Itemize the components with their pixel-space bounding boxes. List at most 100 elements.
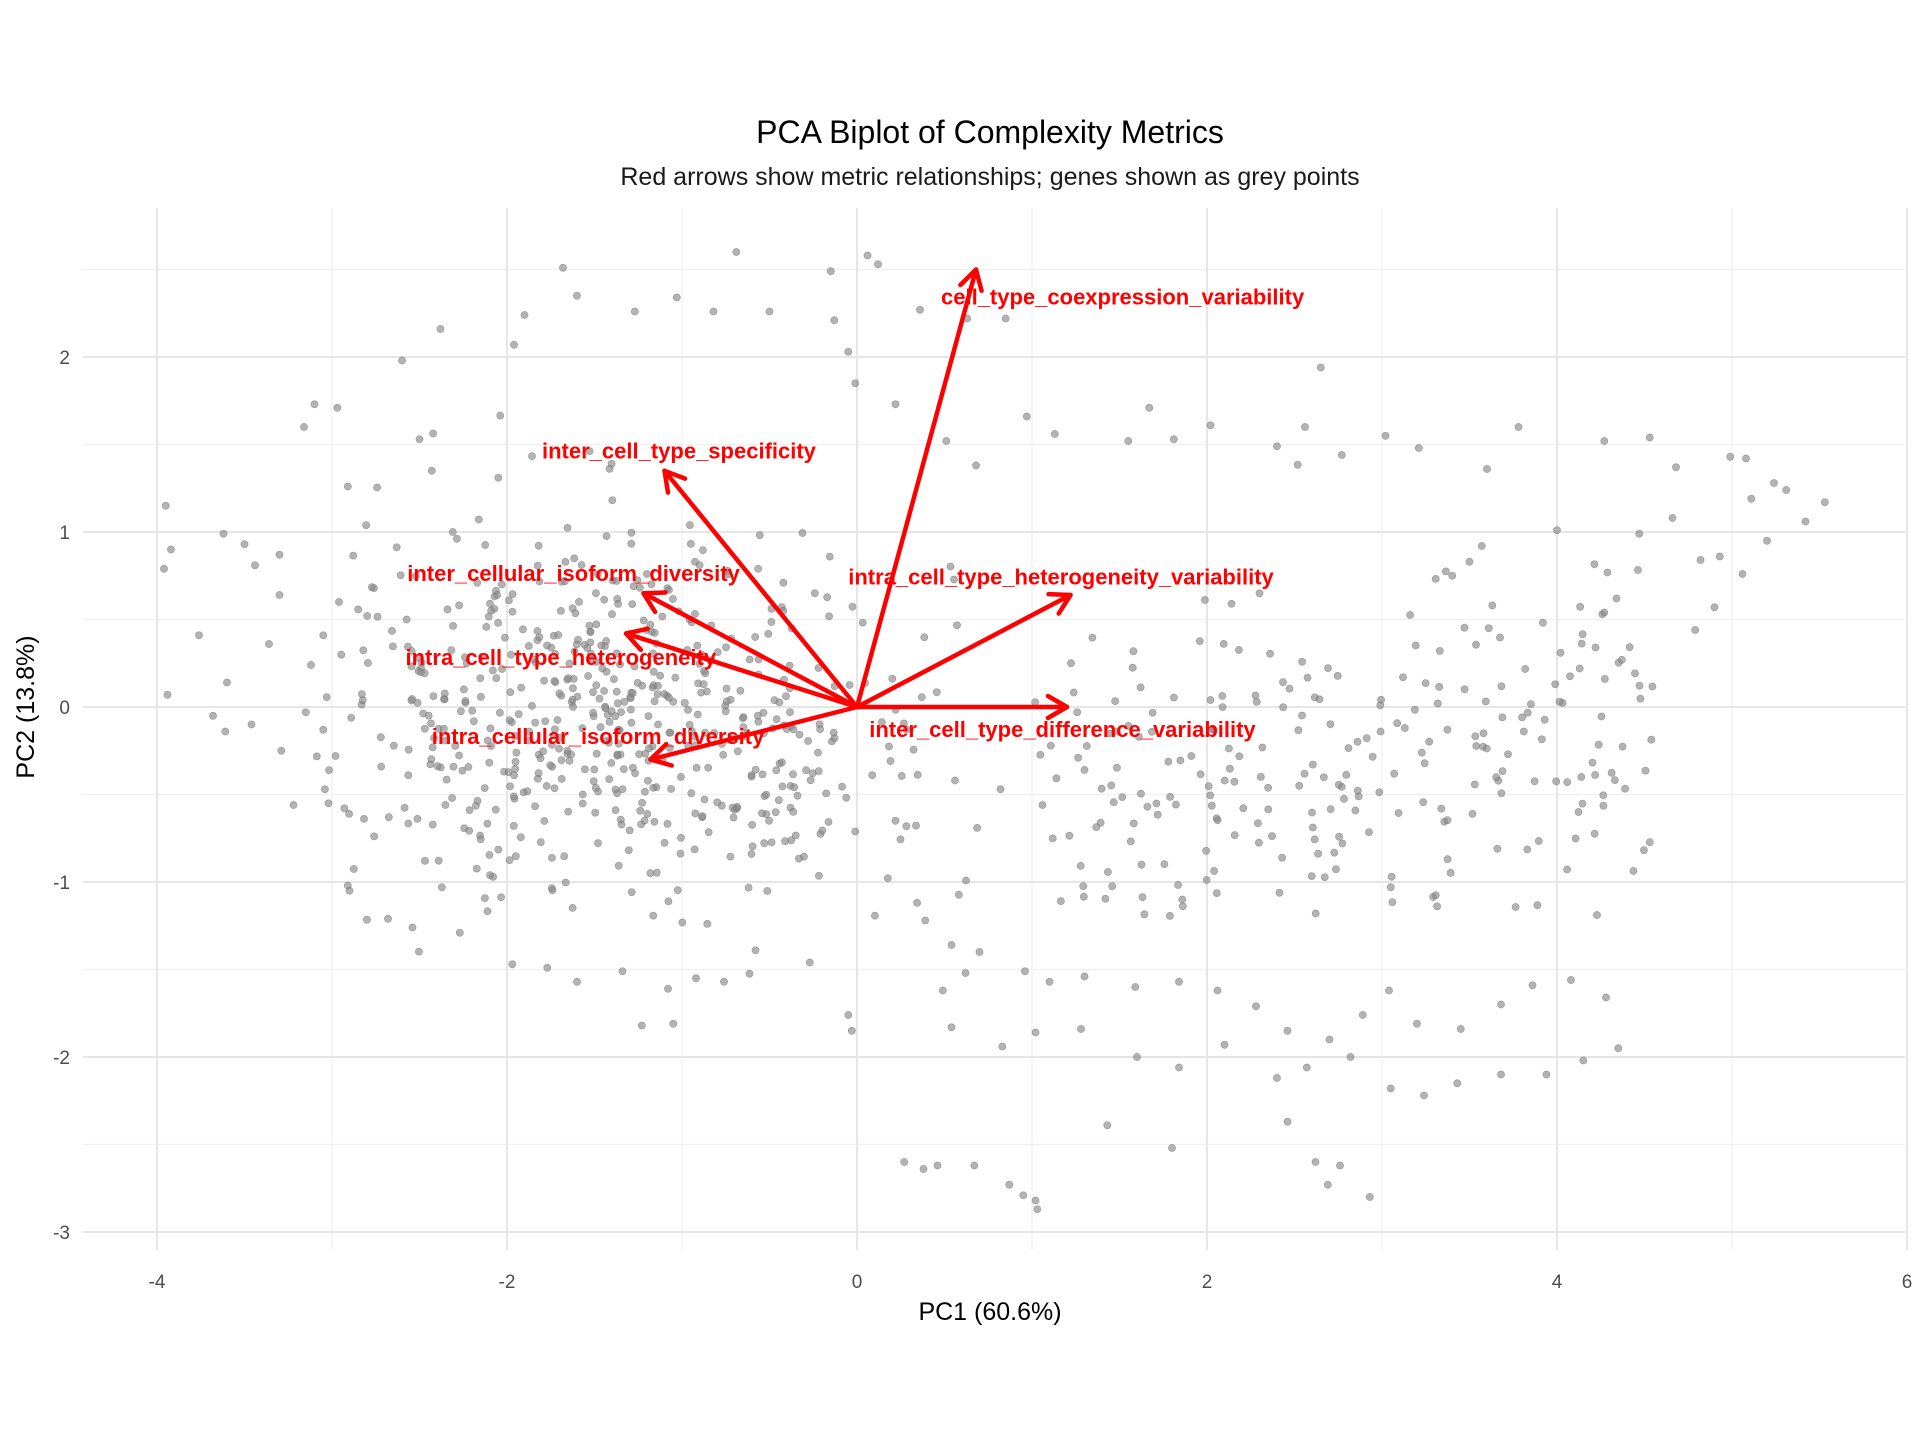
- gene-point: [496, 411, 505, 420]
- gene-point: [548, 854, 556, 862]
- gene-point: [868, 771, 877, 779]
- gene-point: [1446, 869, 1455, 877]
- gene-point: [851, 827, 860, 836]
- gene-point: [635, 750, 643, 759]
- gene-point: [494, 619, 502, 627]
- loading-label: cell_type_coexpression_variability: [941, 285, 1305, 310]
- gene-point: [763, 887, 772, 895]
- gene-point: [1256, 773, 1265, 781]
- gene-point: [1602, 993, 1610, 1002]
- gene-point: [919, 1165, 928, 1173]
- gene-point: [1176, 756, 1185, 765]
- gene-point: [337, 650, 346, 659]
- gene-point: [461, 697, 470, 705]
- gene-point: [333, 403, 342, 412]
- gene-point: [672, 293, 681, 302]
- gene-point: [733, 747, 742, 756]
- gene-point: [1376, 727, 1385, 736]
- gene-point: [1433, 902, 1441, 911]
- gene-point: [589, 688, 597, 697]
- gene-point: [1124, 722, 1133, 730]
- gene-point: [1230, 777, 1239, 786]
- gene-point: [569, 684, 577, 693]
- gene-point: [1300, 769, 1309, 778]
- gene-point: [1285, 684, 1294, 693]
- loading-arrow: [854, 267, 984, 710]
- gene-point: [1710, 603, 1719, 612]
- gene-point: [1556, 648, 1565, 657]
- gene-point: [1325, 1035, 1334, 1044]
- gene-point: [830, 316, 839, 325]
- gene-point: [1088, 633, 1097, 642]
- gene-point: [1337, 451, 1346, 459]
- gene-point: [605, 718, 614, 726]
- gene-point: [167, 545, 175, 554]
- gene-point: [1514, 423, 1523, 431]
- gene-point: [442, 775, 451, 784]
- gene-point: [511, 764, 520, 773]
- gene-point: [1302, 1063, 1311, 1072]
- gene-point: [1195, 637, 1204, 645]
- gene-point: [1421, 679, 1430, 687]
- gene-point: [596, 723, 605, 732]
- gene-point: [473, 578, 482, 587]
- gene-point: [1621, 784, 1629, 793]
- gene-point: [1588, 758, 1597, 767]
- gene-point: [646, 869, 655, 877]
- gene-point: [686, 521, 694, 529]
- gene-point: [1399, 673, 1407, 682]
- gene-point: [1443, 816, 1452, 825]
- gene-point: [1420, 1091, 1428, 1100]
- gene-point: [691, 610, 699, 618]
- gene-point: [1052, 774, 1061, 783]
- gene-point: [1411, 705, 1419, 714]
- gene-point: [1645, 838, 1654, 846]
- gene-point: [810, 589, 819, 598]
- gene-point: [319, 725, 328, 734]
- gene-point: [1126, 837, 1135, 846]
- gene-point: [804, 737, 812, 745]
- gene-point: [474, 515, 483, 524]
- gene-point: [455, 601, 463, 610]
- gene-point: [525, 727, 534, 736]
- gene-point: [608, 496, 617, 505]
- gene-point: [863, 251, 872, 260]
- y-tick-label: 0: [59, 698, 70, 719]
- gene-point: [531, 802, 539, 811]
- loading-arrow-shaft: [641, 591, 860, 710]
- gene-point: [818, 826, 827, 835]
- gene-point: [473, 797, 482, 805]
- gene-point: [277, 746, 286, 755]
- gene-point: [1603, 568, 1612, 577]
- gene-point: [913, 899, 921, 907]
- gene-point: [325, 766, 333, 774]
- gene-point: [1316, 363, 1325, 372]
- gene-point: [738, 714, 747, 722]
- chart-subtitle: Red arrows show metric relationships; ge…: [620, 163, 1359, 191]
- gene-point: [1338, 839, 1347, 848]
- gene-point: [1648, 682, 1657, 691]
- gene-point: [575, 598, 583, 606]
- gene-point: [1227, 599, 1236, 608]
- gene-point: [608, 610, 616, 619]
- gene-point: [301, 708, 310, 717]
- gene-point: [489, 873, 497, 881]
- gene-point: [534, 541, 543, 550]
- gene-point: [684, 706, 692, 714]
- gene-point: [589, 777, 598, 786]
- gene-point: [611, 806, 620, 814]
- gene-point: [614, 739, 623, 748]
- gene-point: [1309, 760, 1317, 769]
- gene-point: [488, 666, 497, 675]
- gene-point: [557, 756, 566, 764]
- gene-point: [568, 904, 577, 912]
- gene-point: [427, 719, 435, 728]
- gene-point: [505, 856, 514, 864]
- gene-point: [1298, 711, 1306, 720]
- gene-point: [1358, 1011, 1367, 1019]
- gene-point: [1443, 725, 1452, 734]
- gene-point: [1431, 575, 1440, 583]
- gene-point: [504, 596, 513, 605]
- y-tick-label: -1: [53, 873, 70, 894]
- gene-point: [451, 742, 460, 750]
